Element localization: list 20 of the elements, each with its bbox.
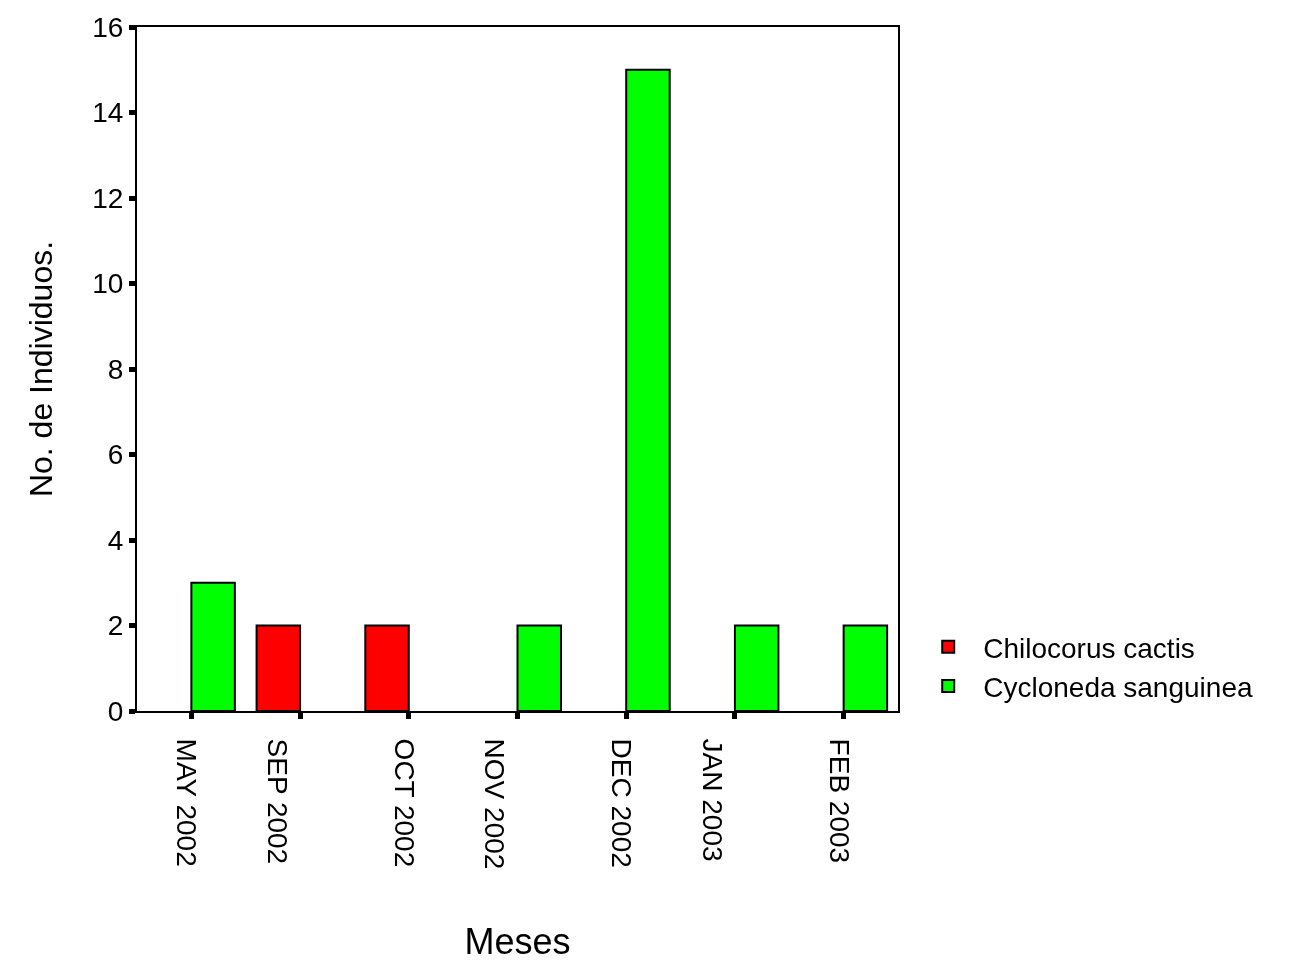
- legend-label: Chilocorus cactis: [983, 632, 1195, 664]
- legend-label: Cycloneda sanguinea: [983, 672, 1253, 704]
- y-axis-title: No. de Individuos.: [23, 240, 60, 498]
- x-tick-label: NOV 2002: [479, 738, 511, 870]
- y-tick-label: 4: [107, 524, 124, 556]
- y-tick-label: 12: [92, 182, 124, 214]
- x-tick-label: FEB 2003: [823, 738, 855, 864]
- x-tick-label: SEP 2002: [261, 738, 293, 865]
- x-tick-label: MAY 2002: [171, 738, 203, 867]
- x-tick-label: JAN 2003: [696, 738, 728, 862]
- y-tick-label: 10: [92, 268, 124, 300]
- y-tick-label: 16: [92, 11, 124, 43]
- y-tick-label: 14: [92, 97, 124, 129]
- x-axis-title: Meses: [464, 920, 571, 962]
- y-tick-label: 0: [107, 695, 124, 727]
- y-tick-label: 6: [107, 439, 124, 471]
- x-tick-label: OCT 2002: [388, 738, 420, 868]
- x-tick-label: DEC 2002: [606, 738, 638, 868]
- y-tick-label: 8: [107, 353, 124, 385]
- y-tick-label: 2: [107, 610, 124, 642]
